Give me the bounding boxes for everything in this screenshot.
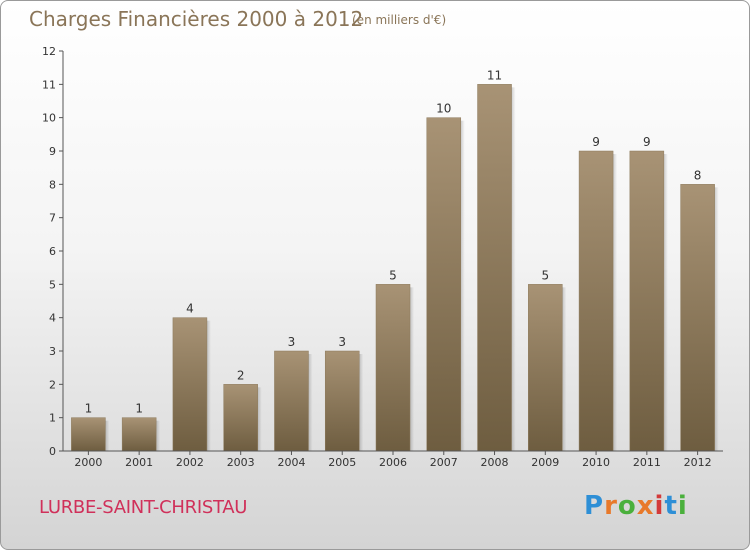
bar-shadow xyxy=(156,420,161,451)
bar xyxy=(223,384,258,452)
bar-shadow xyxy=(410,287,414,451)
y-tick-label: 5 xyxy=(49,278,56,291)
x-tick-label: 2006 xyxy=(379,456,407,469)
y-tick-label: 8 xyxy=(49,178,56,191)
bar-shadow xyxy=(714,187,719,452)
chart-subtitle: (en milliers d'€) xyxy=(352,13,447,27)
x-tick-label: 2005 xyxy=(328,456,356,469)
bar-shadow xyxy=(206,320,211,451)
y-tick-label: 4 xyxy=(49,312,56,325)
x-tick-label: 2000 xyxy=(74,456,102,469)
proxiti-logo[interactable]: Proxiti xyxy=(584,491,688,521)
bar-value-label: 4 xyxy=(186,302,194,316)
bar xyxy=(121,417,157,452)
bar-value-label: 9 xyxy=(643,135,651,149)
bar xyxy=(680,184,715,452)
bar xyxy=(274,350,309,452)
y-tick-label: 3 xyxy=(49,345,56,358)
bar xyxy=(528,284,563,452)
bar-shadow xyxy=(105,420,110,451)
chart-title: Charges Financières 2000 à 2012 xyxy=(29,7,364,31)
logo-letter: i xyxy=(654,491,665,521)
bar xyxy=(477,84,512,452)
bar-value-label: 2 xyxy=(237,368,245,382)
bar xyxy=(71,417,106,452)
bar-value-label: 1 xyxy=(85,402,93,416)
bar-value-label: 5 xyxy=(389,268,397,282)
x-tick-label: 2010 xyxy=(582,456,610,469)
logo-letter: P xyxy=(584,491,605,521)
logo-letter: o xyxy=(617,491,637,521)
bar-shadow xyxy=(663,154,668,451)
bar-value-label: 1 xyxy=(135,402,143,416)
bar-shadow xyxy=(257,387,262,451)
y-tick-label: 7 xyxy=(49,212,56,225)
bar-shadow xyxy=(511,87,516,451)
x-tick-label: 2002 xyxy=(176,456,204,469)
y-tick-label: 9 xyxy=(49,145,56,158)
x-tick-label: 2012 xyxy=(684,456,712,469)
y-tick-label: 2 xyxy=(49,378,56,391)
bar xyxy=(578,150,614,452)
x-tick-label: 2011 xyxy=(633,456,661,469)
y-tick-label: 10 xyxy=(42,112,56,125)
x-tick-label: 2008 xyxy=(481,456,509,469)
bar-shadow xyxy=(562,287,567,451)
bar xyxy=(324,350,360,452)
bar-shadow xyxy=(613,154,618,451)
bar-value-label: 3 xyxy=(338,335,346,349)
logo-letter: x xyxy=(636,491,655,521)
y-tick-label: 0 xyxy=(49,445,56,458)
bar-shadow xyxy=(359,354,364,451)
bar-value-label: 11 xyxy=(487,68,502,82)
bar-value-label: 9 xyxy=(592,135,600,149)
x-axis: 2000 2001 2002 2003 2004 2005 2006 2007 2008 2009… xyxy=(63,450,723,469)
bar xyxy=(629,150,665,452)
x-tick-label: 2001 xyxy=(125,456,153,469)
bar-shadow xyxy=(460,120,465,452)
x-tick-label: 2007 xyxy=(430,456,458,469)
bar-value-label: 10 xyxy=(436,102,451,116)
logo-letter: i xyxy=(677,491,688,521)
bar xyxy=(172,317,208,452)
y-tick-label: 6 xyxy=(49,245,56,258)
commune-name: LURBE-SAINT-CHRISTAU xyxy=(39,497,248,518)
bar-value-label: 3 xyxy=(288,335,296,349)
bar-shadow xyxy=(308,354,313,451)
bar-value-label: 5 xyxy=(541,268,549,282)
x-tick-label: 2009 xyxy=(531,456,559,469)
y-tick-label: 11 xyxy=(42,78,56,91)
logo-letter: t xyxy=(664,491,678,521)
bar-value-label: 8 xyxy=(694,168,702,182)
logo-letter: r xyxy=(604,491,618,521)
x-tick-label: 2003 xyxy=(227,456,255,469)
y-tick-label: 1 xyxy=(49,412,56,425)
x-tick-label: 2004 xyxy=(277,456,305,469)
bar xyxy=(375,284,411,452)
y-tick-label: 12 xyxy=(42,45,56,58)
bar xyxy=(426,117,462,452)
